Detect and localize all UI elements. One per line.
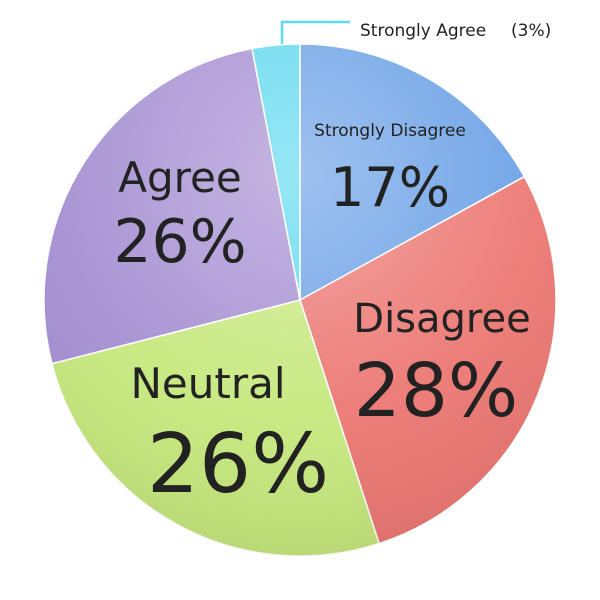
slice-label-strongly-agree-name: Strongly Agree [360,21,486,41]
slice-label-neutral-value: 26% [147,417,329,512]
slice-label-neutral-name: Neutral [130,359,285,408]
slice-label-strongly-disagree-value: 17% [330,156,450,219]
slice-label-agree-name: Agree [118,153,241,202]
slice-label-agree-value: 26% [113,207,246,277]
slice-label-strongly-agree-value: (3%) [511,21,551,41]
slice-label-disagree-value: 28% [354,348,518,434]
slice-label-disagree-name: Disagree [353,296,530,342]
strongly-agree-leader-line [280,20,350,44]
slice-label-strongly-disagree-name: Strongly Disagree [314,121,466,141]
